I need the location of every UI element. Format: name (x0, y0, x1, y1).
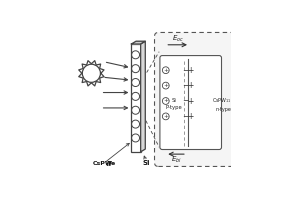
Text: $E_{oc}$: $E_{oc}$ (172, 34, 184, 44)
Polygon shape (141, 41, 145, 152)
Text: +: + (163, 83, 168, 88)
Text: +: + (188, 97, 194, 106)
Text: +: + (188, 81, 194, 90)
Bar (131, 44, 141, 152)
Circle shape (82, 64, 100, 82)
Text: CsPW$_{11}$
n-type: CsPW$_{11}$ n-type (212, 96, 232, 112)
Text: −: − (183, 66, 189, 75)
Text: +: + (188, 66, 194, 75)
Text: $E_{bi}$: $E_{bi}$ (171, 155, 182, 165)
Text: Si
P-type: Si P-type (165, 98, 182, 110)
Text: +: + (163, 68, 168, 73)
Text: −: − (183, 97, 189, 106)
Text: Si: Si (142, 160, 150, 166)
Polygon shape (131, 41, 145, 44)
FancyBboxPatch shape (160, 56, 221, 150)
Text: −: − (183, 112, 189, 121)
Text: +: + (163, 114, 168, 119)
FancyBboxPatch shape (154, 32, 236, 166)
Text: CsPW: CsPW (93, 161, 113, 166)
Text: Fe: Fe (108, 161, 116, 166)
Text: 11: 11 (106, 163, 112, 167)
Text: +: + (163, 98, 168, 104)
Text: −: − (183, 81, 189, 90)
Text: +: + (188, 112, 194, 121)
